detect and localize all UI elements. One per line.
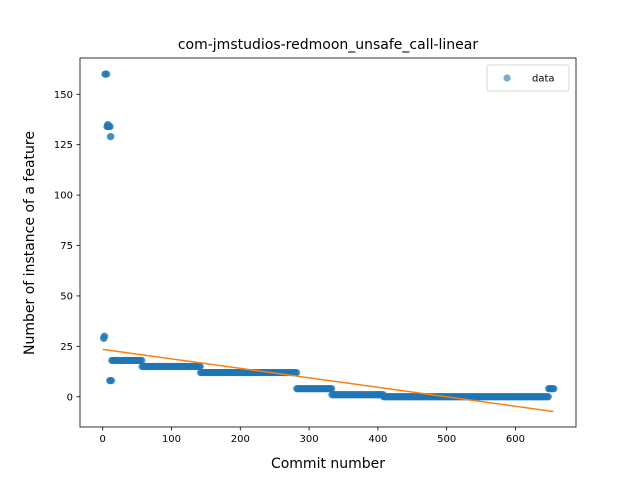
- x-tick-label: 100: [162, 434, 181, 445]
- data-layer: [100, 71, 558, 412]
- x-tick-label: 0: [100, 434, 106, 445]
- data-point: [103, 71, 110, 78]
- x-axis-label: Commit number: [271, 456, 385, 472]
- y-axis-label: Number of instance of a feature: [22, 131, 38, 355]
- x-tick-label: 500: [437, 434, 456, 445]
- y-tick-label: 25: [60, 342, 73, 353]
- data-point: [105, 121, 112, 128]
- y-tick-label: 100: [54, 191, 73, 202]
- legend: data: [487, 65, 569, 91]
- y-tick-label: 125: [54, 140, 73, 151]
- axes-frame: [80, 58, 576, 427]
- data-point: [107, 133, 114, 140]
- legend-marker: [503, 74, 510, 81]
- data-point: [101, 333, 108, 340]
- y-tick-label: 75: [60, 241, 73, 252]
- y-tick-label: 0: [67, 392, 73, 403]
- x-tick-label: 300: [300, 434, 319, 445]
- plot-area: 0 100 200 300 400 500 600 0 25 50 75 100 125 150 data: [54, 58, 576, 445]
- x-tick-label: 200: [231, 434, 250, 445]
- fit-line: [103, 349, 554, 411]
- chart-title: com-jmstudios-redmoon_unsafe_call-linear: [178, 37, 479, 53]
- legend-box: [487, 65, 569, 91]
- data-point: [545, 393, 552, 400]
- data-point: [108, 377, 115, 384]
- data-point: [550, 385, 557, 392]
- x-tick-label: 600: [506, 434, 525, 445]
- x-tick-label: 400: [368, 434, 387, 445]
- y-tick-label: 50: [60, 291, 73, 302]
- legend-label: data: [532, 74, 555, 85]
- y-tick-label: 150: [54, 90, 73, 101]
